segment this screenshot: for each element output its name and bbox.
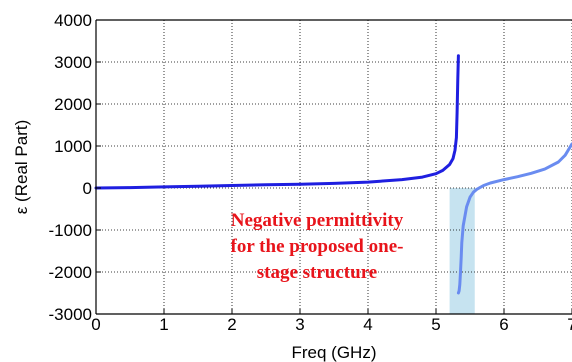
plot-background bbox=[96, 20, 572, 314]
series-line-1 bbox=[94, 54, 460, 190]
x-tick-label: 7 bbox=[567, 315, 572, 334]
y-tick-label: 2000 bbox=[54, 95, 92, 114]
x-tick-label: 5 bbox=[431, 315, 440, 334]
x-tick-label: 6 bbox=[499, 315, 508, 334]
y-tick-label: -3000 bbox=[49, 305, 92, 324]
series-layer bbox=[94, 54, 572, 295]
y-axis-label: ε (Real Part) bbox=[12, 120, 31, 215]
annotation-line: stage structure bbox=[257, 262, 377, 283]
y-tick-label: 0 bbox=[83, 179, 92, 198]
x-tick-label: 3 bbox=[295, 315, 304, 334]
y-tick-label: 3000 bbox=[54, 53, 92, 72]
y-tick-label: -1000 bbox=[49, 221, 92, 240]
annotation-layer: Negative permittivity for the proposed on… bbox=[231, 210, 404, 283]
annotation-line: for the proposed one- bbox=[231, 236, 404, 257]
x-tick-label: 0 bbox=[91, 315, 100, 334]
y-tick-label: 4000 bbox=[54, 11, 92, 30]
x-tick-label: 1 bbox=[159, 315, 168, 334]
series-line-2 bbox=[456, 142, 572, 295]
x-tick-label: 2 bbox=[227, 315, 236, 334]
y-tick-label: 1000 bbox=[54, 137, 92, 156]
x-axis-label: Freq (GHz) bbox=[292, 343, 377, 362]
y-tick-label: -2000 bbox=[49, 263, 92, 282]
x-tick-label: 4 bbox=[363, 315, 372, 334]
annotation-line: Negative permittivity bbox=[231, 210, 404, 231]
axes-layer: 0 1 2 3 4 5 6 7 4000 3000 2000 1000 0 -1000 -2000 -3000 bbox=[49, 11, 572, 334]
